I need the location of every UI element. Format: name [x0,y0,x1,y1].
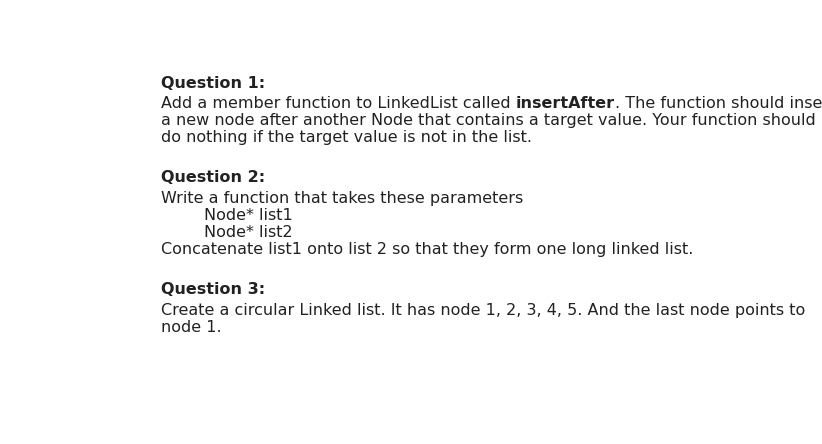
Text: a new node after another Node that contains a target value. Your function should: a new node after another Node that conta… [161,113,815,128]
Text: Question 1:: Question 1: [161,75,265,91]
Text: Concatenate list1 onto list 2 so that they form one long linked list.: Concatenate list1 onto list 2 so that th… [161,242,693,257]
Text: Question 2:: Question 2: [161,170,265,185]
Text: . The function should insert: . The function should insert [615,96,822,111]
Text: insertAfter: insertAfter [515,96,615,111]
Text: Node* list2: Node* list2 [204,225,292,240]
Text: Create a circular Linked list. It has node 1, 2, 3, 4, 5. And the last node poin: Create a circular Linked list. It has no… [161,303,805,318]
Text: Node* list1: Node* list1 [204,208,293,223]
Text: Question 3:: Question 3: [161,282,265,297]
Text: node 1.: node 1. [161,320,221,335]
Text: Add a member function to LinkedList called: Add a member function to LinkedList call… [161,96,515,111]
Text: Write a function that takes these parameters: Write a function that takes these parame… [161,191,523,206]
Text: do nothing if the target value is not in the list.: do nothing if the target value is not in… [161,130,532,145]
